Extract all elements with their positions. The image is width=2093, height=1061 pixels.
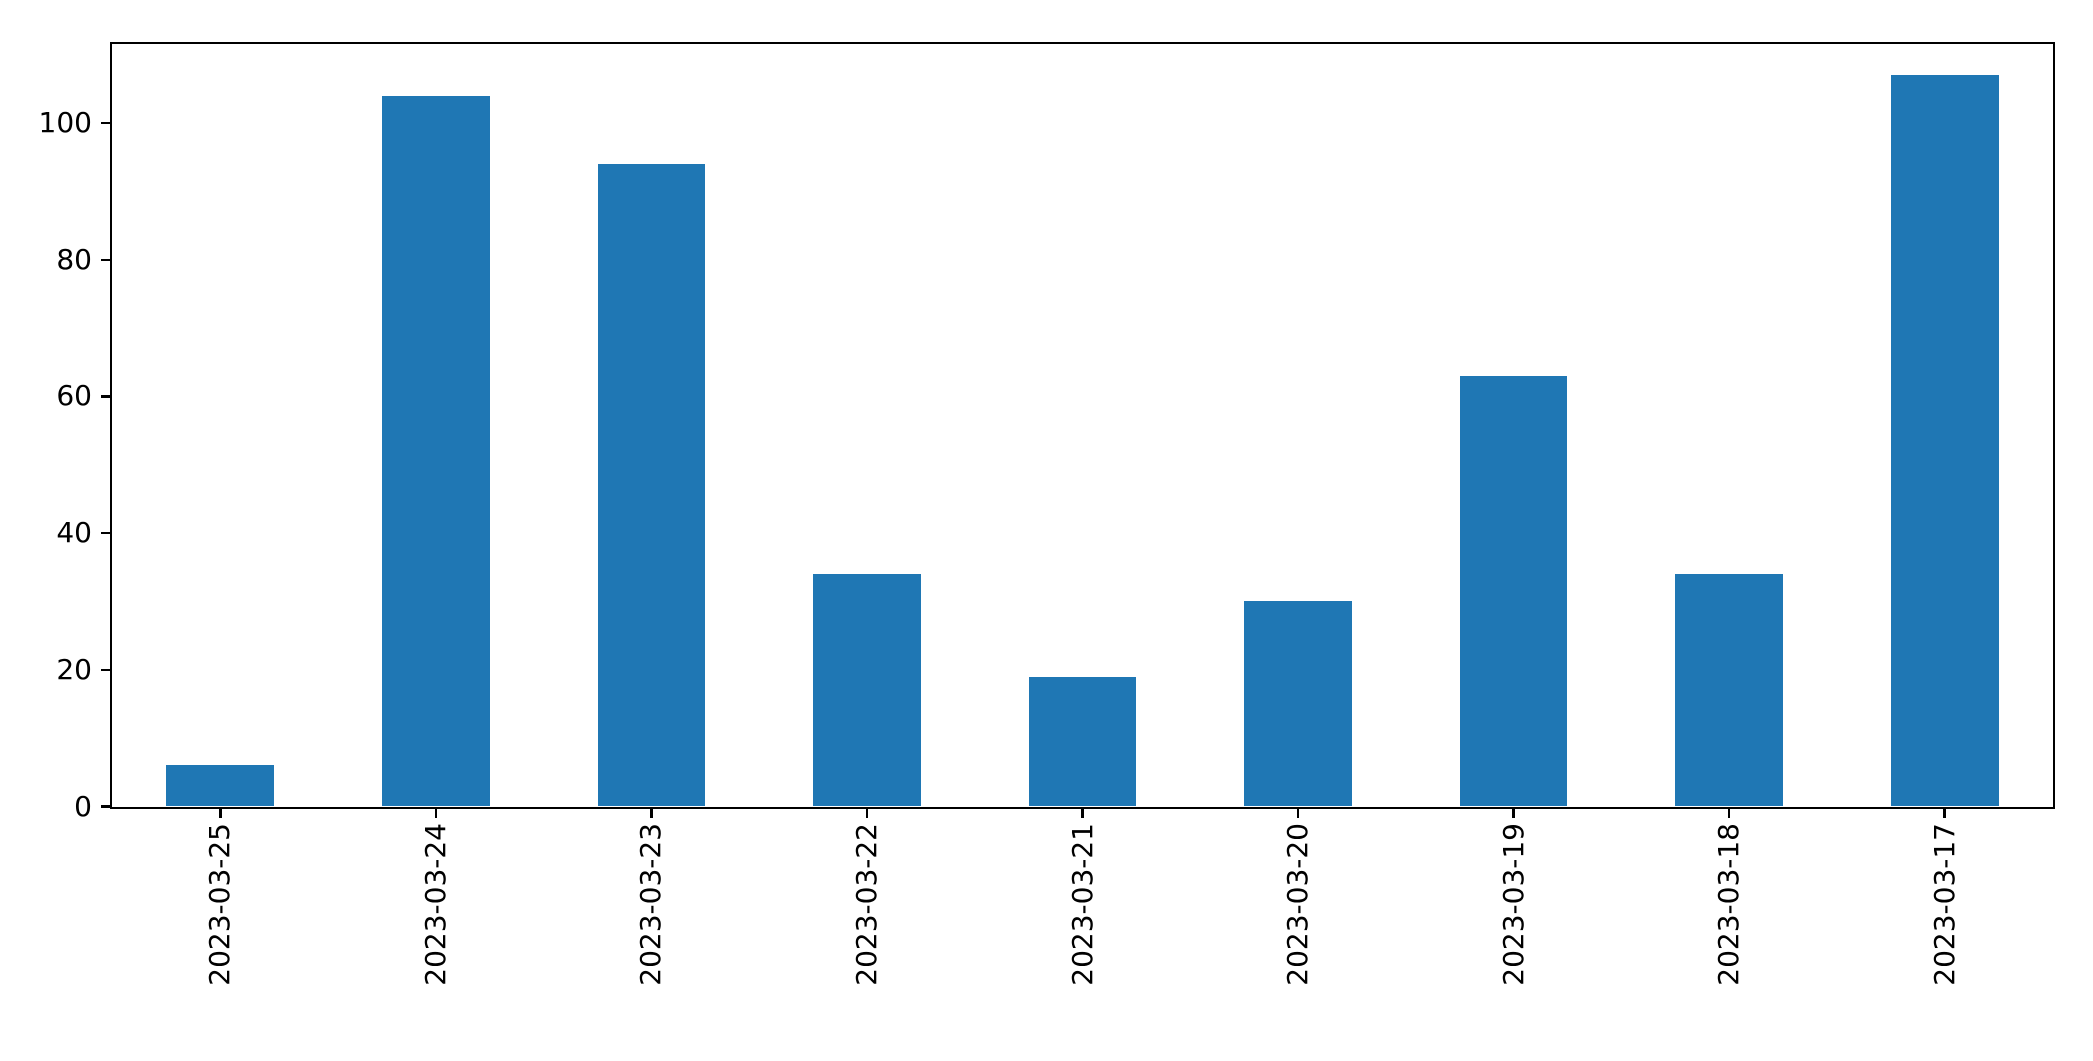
y-tick-label: 100	[38, 106, 92, 140]
x-tick-mark	[1943, 809, 1946, 818]
y-tick-mark	[101, 668, 110, 672]
y-tick-mark	[101, 531, 110, 535]
bar	[381, 95, 490, 807]
y-tick-label: 40	[56, 516, 92, 550]
y-tick-label: 20	[56, 652, 92, 686]
bar	[1028, 676, 1137, 807]
bar	[166, 765, 275, 807]
bar	[1890, 75, 1999, 807]
x-tick-mark	[1727, 809, 1731, 818]
x-tick-label: 2023-03-24	[418, 823, 452, 986]
y-tick-mark	[101, 258, 110, 262]
x-tick-mark	[1512, 809, 1515, 818]
x-tick-label: 2023-03-21	[1065, 823, 1099, 986]
y-tick-mark	[101, 121, 110, 125]
bar	[1459, 375, 1568, 807]
y-tick-mark	[101, 805, 110, 808]
x-tick-label: 2023-03-25	[203, 823, 237, 986]
y-tick-label: 0	[74, 789, 92, 823]
x-tick-label: 2023-03-18	[1712, 823, 1746, 986]
x-tick-mark	[1081, 809, 1084, 818]
bar	[1675, 574, 1784, 807]
x-tick-mark	[219, 809, 222, 818]
y-tick-label: 60	[56, 379, 92, 413]
x-tick-label: 2023-03-22	[849, 823, 883, 986]
x-tick-mark	[434, 809, 438, 818]
x-tick-label: 2023-03-17	[1927, 823, 1961, 986]
bar	[1244, 601, 1352, 807]
bar	[813, 574, 921, 807]
y-tick-mark	[101, 395, 110, 398]
bar	[597, 164, 706, 807]
x-tick-mark	[865, 809, 869, 818]
x-tick-label: 2023-03-19	[1496, 823, 1530, 986]
x-tick-mark	[1296, 809, 1300, 818]
x-tick-mark	[650, 809, 653, 818]
x-tick-label: 2023-03-20	[1281, 823, 1315, 986]
x-tick-label: 2023-03-23	[634, 823, 668, 986]
y-tick-label: 80	[56, 242, 92, 276]
